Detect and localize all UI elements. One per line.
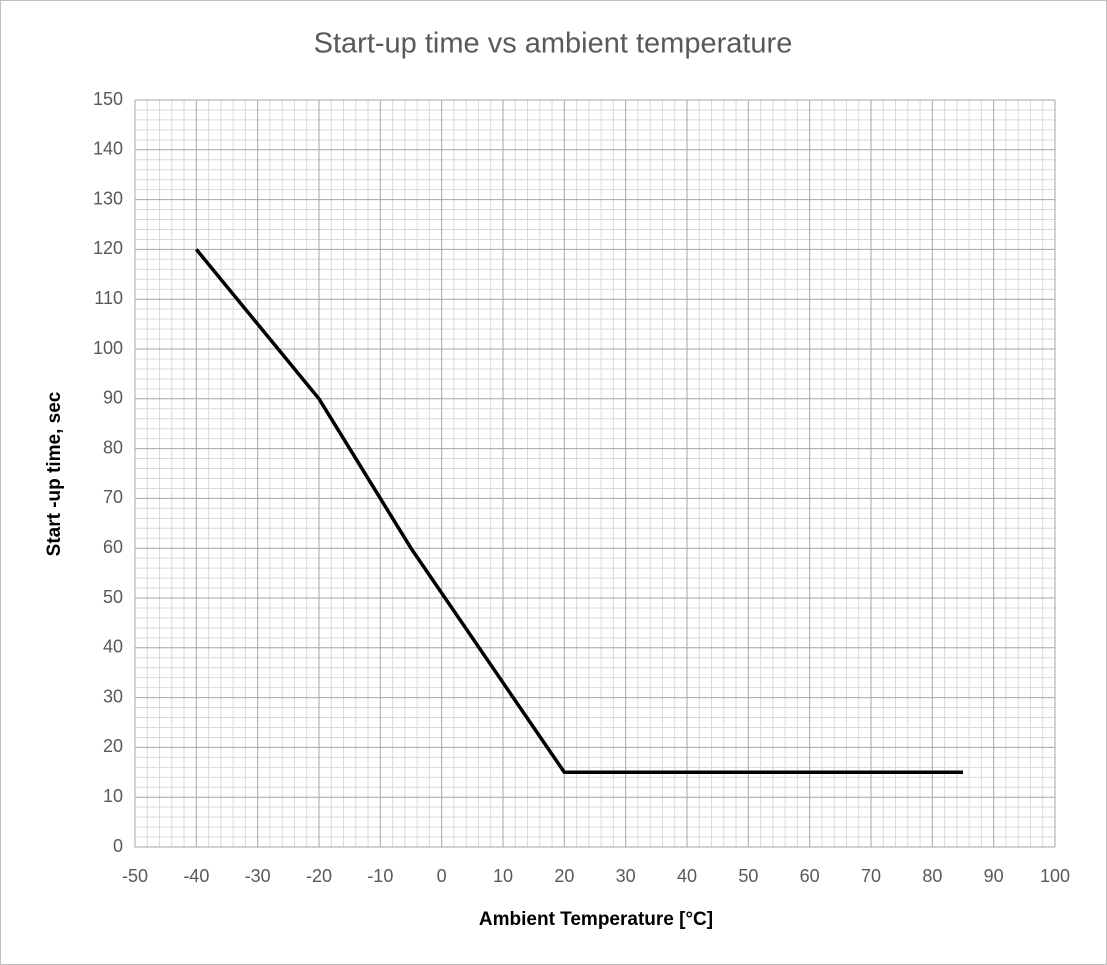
x-tick-label: 80 [922,866,942,886]
x-tick-label: 40 [677,866,697,886]
y-tick-label: 40 [103,637,123,657]
x-tick-label: 60 [800,866,820,886]
chart-title: Start-up time vs ambient temperature [314,28,793,60]
y-tick-label: 100 [93,338,123,358]
x-tick-label: -40 [183,866,209,886]
x-tick-label: 100 [1040,866,1070,886]
y-tick-label: 150 [93,89,123,109]
x-tick-label: 10 [493,866,513,886]
x-tick-label: 30 [616,866,636,886]
y-tick-label: 130 [93,188,123,208]
y-tick-label: 30 [103,686,123,706]
x-axis-label: Ambient Temperature [°C] [479,909,713,930]
y-tick-label: 60 [103,537,123,557]
data-line [194,248,963,775]
x-tick-label: -10 [367,866,393,886]
x-tick-label: -50 [122,866,148,886]
y-tick-label: 120 [93,238,123,258]
y-tick-label: 20 [103,736,123,756]
y-tick-label: 0 [113,836,123,856]
y-axis-label: Start -up time, sec [44,391,65,556]
x-tick-label: 90 [984,866,1004,886]
y-tick-label: 50 [103,587,123,607]
x-tick-label: 70 [861,866,881,886]
y-tick-label: 110 [94,288,123,308]
y-tick-label: 10 [103,786,123,806]
x-tick-label: 20 [554,866,574,886]
x-tick-label: 50 [738,866,758,886]
x-tick-label: -20 [306,866,332,886]
y-tick-label: 90 [103,388,123,408]
y-tick-label: 80 [103,437,123,457]
x-tick-label: 0 [437,866,447,886]
y-tick-label: 140 [93,139,123,159]
x-tick-label: -30 [245,866,271,886]
y-tick-label: 70 [103,487,123,507]
